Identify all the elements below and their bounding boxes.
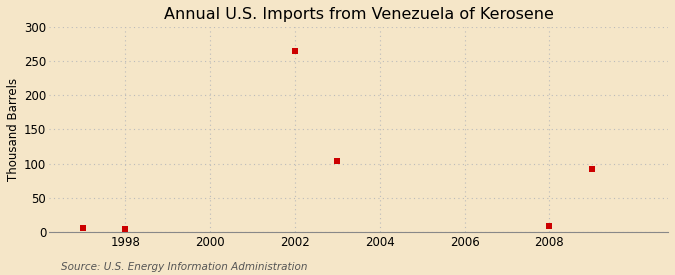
Point — [290, 49, 300, 53]
Point — [120, 227, 131, 231]
Point — [587, 167, 597, 171]
Point — [78, 226, 88, 230]
Title: Annual U.S. Imports from Venezuela of Kerosene: Annual U.S. Imports from Venezuela of Ke… — [163, 7, 554, 22]
Point — [544, 223, 555, 228]
Point — [332, 159, 343, 164]
Text: Source: U.S. Energy Information Administration: Source: U.S. Energy Information Administ… — [61, 262, 307, 272]
Y-axis label: Thousand Barrels: Thousand Barrels — [7, 78, 20, 181]
